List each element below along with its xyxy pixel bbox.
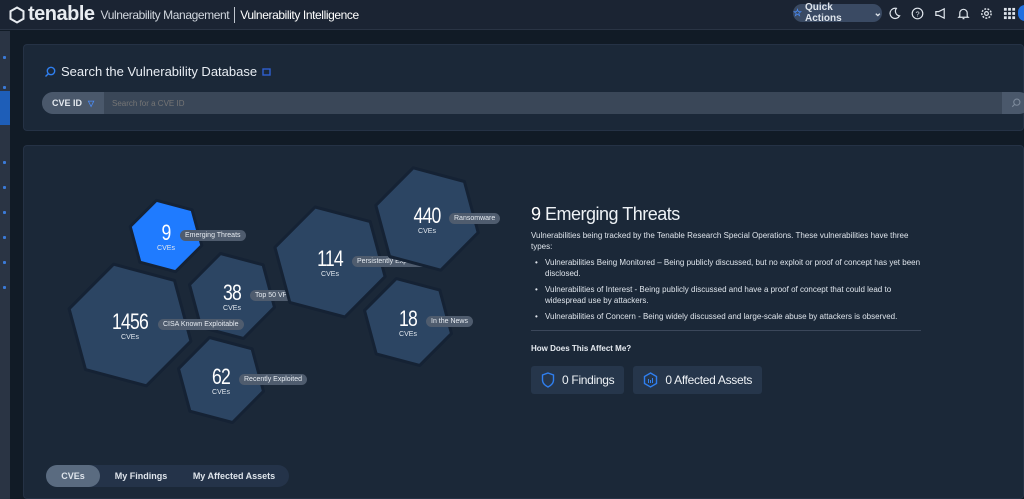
- tab-my-findings[interactable]: My Findings: [114, 471, 168, 481]
- affected-assets-label: 0 Affected Assets: [665, 373, 753, 387]
- findings-button[interactable]: 0 Findings: [531, 366, 625, 394]
- avatar[interactable]: [1018, 5, 1024, 21]
- sidebar-item[interactable]: [3, 56, 6, 59]
- hex-cisa-known-exploitable[interactable]: 1456 CVEs CISA Known Exploitable: [67, 262, 244, 388]
- hex-count: 18: [399, 306, 418, 331]
- hex-unit: CVEs: [321, 271, 339, 278]
- hex-label: In the News: [426, 316, 473, 327]
- search-type-label: CVE ID: [52, 98, 83, 108]
- search-icon: [1011, 98, 1021, 108]
- star-icon: ☆: [793, 7, 802, 19]
- hex-label: Emerging Threats: [180, 230, 246, 241]
- svg-text:?: ?: [915, 9, 919, 18]
- sidebar-item[interactable]: [3, 236, 6, 239]
- cve-search-input[interactable]: [104, 92, 1002, 114]
- hex-label: CISA Known Exploitable: [158, 319, 244, 330]
- hex-shape: [177, 336, 265, 424]
- hex-unit: CVEs: [121, 334, 139, 341]
- hex-unit: CVEs: [212, 389, 230, 396]
- megaphone-icon[interactable]: [932, 5, 948, 21]
- sidebar-item[interactable]: [3, 86, 6, 89]
- sidebar: [0, 31, 10, 499]
- info-icon[interactable]: [262, 67, 271, 76]
- detail-count: 9: [531, 204, 541, 224]
- sidebar-active-item[interactable]: [0, 91, 10, 125]
- hex-label: Persistently Exploited: [352, 256, 429, 267]
- divider: [531, 330, 921, 331]
- cve-search-bar: CVE ID ▽: [42, 92, 1024, 114]
- hex-shape: [273, 205, 387, 319]
- product-name: Vulnerability Management: [100, 7, 230, 22]
- brand-name: tenable: [28, 3, 95, 25]
- hex-recently-exploited[interactable]: 62 CVEs Recently Exploited: [177, 336, 307, 424]
- bullet-item: Vulnerabilities of Interest - Being publ…: [531, 284, 921, 306]
- divider: [234, 6, 236, 23]
- shield-icon: [541, 372, 555, 388]
- apps-grid-icon[interactable]: [1001, 5, 1017, 21]
- hex-in-the-news[interactable]: 18 CVEs In the News: [363, 277, 473, 367]
- hex-count: 114: [317, 246, 343, 271]
- hex-count: 62: [212, 364, 231, 389]
- hex-shape: [374, 166, 480, 272]
- search-panel: Search the Vulnerability Database CVE ID…: [23, 44, 1024, 131]
- hex-count: 38: [223, 280, 242, 305]
- hex-unit: CVEs: [399, 331, 417, 338]
- help-icon[interactable]: ?: [909, 5, 925, 21]
- detail-bullets: Vulnerabilities Being Monitored – Being …: [531, 257, 921, 322]
- quick-actions-label: Quick Actions: [804, 2, 842, 24]
- search-submit-button[interactable]: [1002, 92, 1024, 114]
- hex-label: Ransomware: [449, 213, 501, 224]
- tenable-logo[interactable]: tenable: [8, 3, 95, 26]
- hex-unit: CVEs: [157, 245, 175, 252]
- top-bar: tenable Vulnerability Management Vulnera…: [0, 0, 1024, 30]
- sidebar-item[interactable]: [3, 286, 6, 289]
- bullet-item: Vulnerabilities Being Monitored – Being …: [531, 257, 921, 279]
- sidebar-item[interactable]: [3, 261, 6, 264]
- section-name: Vulnerability Intelligence: [240, 7, 359, 22]
- hex-shape: [128, 198, 204, 274]
- tab-cves[interactable]: CVEs: [46, 465, 100, 487]
- hex-ransomware[interactable]: 440 CVEs Ransomware: [374, 166, 501, 272]
- detail-description: Vulnerabilities being tracked by the Ten…: [531, 231, 909, 251]
- hex-emerging-threats[interactable]: 9 CVEs Emerging Threats: [128, 198, 246, 274]
- hex-top-50-vpr[interactable]: 38 CVEs Top 50 VPR: [188, 252, 298, 340]
- affect-heading: How Does This Affect Me?: [531, 344, 632, 353]
- hex-label: Top 50 VPR: [250, 290, 298, 301]
- hex-shape: [188, 252, 276, 340]
- detail-title: 9 Emerging Threats: [531, 204, 921, 225]
- sidebar-item[interactable]: [3, 186, 6, 189]
- hex-count: 9: [161, 220, 172, 245]
- chevron-down-icon: ⌄: [873, 7, 882, 19]
- sidebar-item[interactable]: [3, 161, 6, 164]
- hex-unit: CVEs: [418, 228, 436, 235]
- sidebar-item[interactable]: [3, 211, 6, 214]
- chevron-down-icon: ▽: [88, 98, 95, 108]
- search-title: Search the Vulnerability Database: [61, 64, 258, 79]
- bell-icon[interactable]: [955, 5, 971, 21]
- asset-hex-icon: [644, 372, 658, 388]
- search-icon: [45, 66, 56, 77]
- quick-actions-button[interactable]: ☆ Quick Actions ⌄: [793, 2, 882, 24]
- hex-persistently-exploited[interactable]: 114 CVEs Persistently Exploited: [273, 205, 429, 319]
- tenable-logo-icon: [9, 5, 25, 24]
- hex-unit: CVEs: [223, 305, 241, 312]
- affected-assets-button[interactable]: 0 Affected Assets: [633, 366, 763, 394]
- hex-label: Recently Exploited: [239, 374, 307, 385]
- category-detail: 9 Emerging Threats Vulnerabilities being…: [531, 204, 921, 394]
- tab-my-affected-assets[interactable]: My Affected Assets: [192, 471, 276, 481]
- hex-count: 440: [413, 203, 442, 228]
- bullet-item: Vulnerabilities of Concern - Being widel…: [531, 311, 921, 322]
- gear-icon[interactable]: [978, 5, 994, 21]
- moon-icon[interactable]: [886, 5, 902, 21]
- search-type-dropdown[interactable]: CVE ID ▽: [42, 92, 104, 114]
- hex-shape: [363, 277, 453, 367]
- hex-shape: [67, 262, 193, 388]
- findings-label: 0 Findings: [562, 373, 615, 387]
- hex-count: 1456: [112, 309, 149, 334]
- detail-title-text: Emerging Threats: [545, 204, 680, 224]
- view-tabs: CVEs My Findings My Affected Assets: [46, 465, 289, 487]
